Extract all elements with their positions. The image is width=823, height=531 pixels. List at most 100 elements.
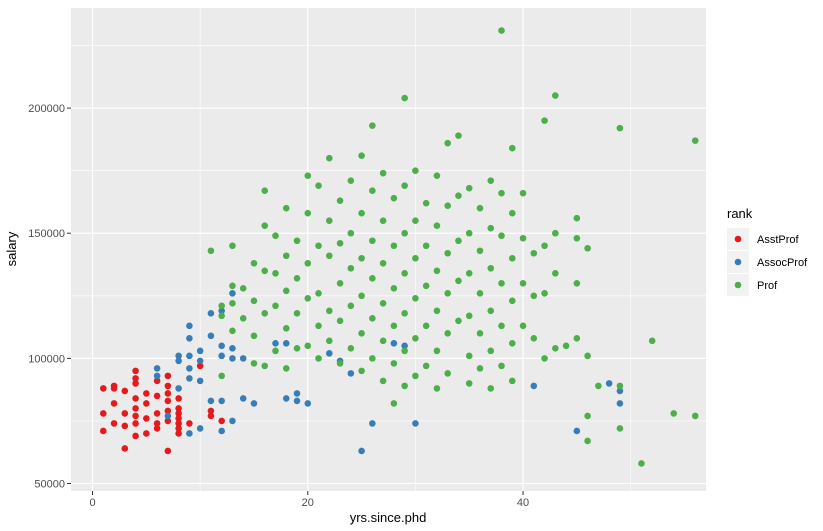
data-points bbox=[99, 27, 699, 467]
data-point-prof bbox=[519, 189, 527, 197]
data-point-assocprof bbox=[207, 310, 215, 317]
data-point-assocprof bbox=[175, 357, 182, 365]
data-point-prof bbox=[358, 254, 365, 262]
data-point-prof bbox=[508, 209, 516, 217]
data-point-prof bbox=[326, 217, 333, 225]
legend-label-assocprof: AssocProf bbox=[757, 257, 808, 269]
data-point-assocprof bbox=[293, 397, 301, 405]
data-point-prof bbox=[315, 322, 322, 330]
data-point-prof bbox=[293, 345, 301, 352]
data-point-asstprof bbox=[110, 400, 118, 407]
data-point-prof bbox=[390, 242, 398, 250]
data-point-assocprof bbox=[239, 355, 247, 362]
data-point-prof bbox=[498, 232, 505, 240]
data-point-prof bbox=[379, 259, 387, 267]
data-point-prof bbox=[541, 117, 548, 124]
data-point-assocprof bbox=[229, 355, 236, 362]
data-point-prof bbox=[412, 295, 419, 302]
data-point-prof bbox=[239, 315, 247, 322]
data-point-prof bbox=[347, 264, 355, 272]
x-axis-title: yrs.since.phd bbox=[350, 510, 427, 525]
data-point-prof bbox=[465, 352, 473, 360]
data-point-asstprof bbox=[110, 385, 118, 392]
data-point-prof bbox=[412, 167, 419, 174]
data-point-prof bbox=[433, 385, 441, 392]
data-point-prof bbox=[487, 177, 495, 184]
legend-label-prof: Prof bbox=[757, 280, 778, 292]
data-point-assocprof bbox=[218, 427, 225, 435]
data-point-assocprof bbox=[293, 390, 301, 397]
data-point-assocprof bbox=[186, 365, 193, 372]
data-point-prof bbox=[476, 365, 484, 372]
data-point-prof bbox=[390, 400, 398, 407]
data-point-prof bbox=[476, 289, 484, 297]
data-point-assocprof bbox=[175, 385, 182, 392]
data-point-assocprof bbox=[186, 430, 193, 437]
data-point-prof bbox=[616, 425, 624, 432]
data-point-prof bbox=[326, 154, 333, 162]
data-point-prof bbox=[369, 187, 376, 194]
data-point-prof bbox=[691, 412, 699, 420]
data-point-prof bbox=[336, 360, 344, 367]
data-point-assocprof bbox=[304, 400, 312, 407]
data-point-asstprof bbox=[121, 422, 129, 430]
data-point-assocprof bbox=[175, 352, 182, 360]
data-point-prof bbox=[390, 360, 398, 367]
legend-marker-asstprof bbox=[734, 235, 742, 243]
data-point-asstprof bbox=[153, 392, 161, 400]
data-point-prof bbox=[207, 247, 215, 255]
data-point-prof bbox=[336, 239, 344, 247]
data-point-prof bbox=[358, 330, 365, 337]
data-point-assocprof bbox=[153, 365, 161, 372]
data-point-prof bbox=[390, 322, 398, 330]
data-point-asstprof bbox=[218, 417, 225, 425]
data-point-prof bbox=[498, 189, 505, 197]
data-point-prof bbox=[250, 297, 258, 305]
data-point-prof bbox=[508, 297, 516, 305]
data-point-prof bbox=[347, 345, 355, 352]
data-point-prof bbox=[552, 269, 559, 277]
data-point-assocprof bbox=[207, 397, 215, 405]
y-tick-label: 150000 bbox=[28, 228, 65, 240]
data-point-prof bbox=[519, 279, 527, 287]
data-point-prof bbox=[584, 352, 591, 360]
data-point-prof bbox=[326, 307, 333, 315]
data-point-prof bbox=[304, 172, 312, 179]
data-point-asstprof bbox=[132, 380, 139, 387]
data-point-asstprof bbox=[164, 407, 172, 415]
data-point-prof bbox=[336, 317, 344, 325]
data-point-prof bbox=[584, 437, 591, 445]
data-point-prof bbox=[455, 237, 462, 245]
data-point-prof bbox=[218, 312, 225, 320]
y-tick-label: 100000 bbox=[28, 353, 65, 365]
data-point-asstprof bbox=[121, 410, 129, 417]
data-point-prof bbox=[358, 367, 365, 375]
data-point-prof bbox=[336, 197, 344, 204]
data-point-prof bbox=[304, 259, 312, 267]
data-point-prof bbox=[358, 209, 365, 217]
data-point-prof bbox=[455, 277, 462, 285]
data-point-prof bbox=[401, 94, 408, 102]
data-point-prof bbox=[261, 187, 269, 194]
data-point-prof bbox=[476, 330, 484, 337]
data-point-prof bbox=[261, 267, 269, 275]
data-point-prof bbox=[261, 310, 269, 317]
data-point-prof bbox=[433, 347, 441, 355]
data-point-prof bbox=[455, 132, 462, 139]
data-point-prof bbox=[401, 229, 408, 237]
data-point-assocprof bbox=[605, 380, 613, 387]
data-point-prof bbox=[498, 27, 505, 34]
data-point-asstprof bbox=[143, 415, 150, 422]
data-point-prof bbox=[390, 194, 398, 202]
data-point-asstprof bbox=[175, 430, 182, 437]
data-point-prof bbox=[401, 269, 408, 277]
data-point-asstprof bbox=[121, 445, 129, 452]
data-point-asstprof bbox=[110, 420, 118, 427]
x-tick-label: 20 bbox=[302, 497, 314, 509]
data-point-assocprof bbox=[207, 332, 215, 340]
data-point-prof bbox=[379, 377, 387, 385]
data-point-prof bbox=[552, 345, 559, 352]
data-point-prof bbox=[616, 124, 624, 132]
legend-marker-assocprof bbox=[734, 258, 742, 266]
data-point-asstprof bbox=[153, 377, 161, 385]
